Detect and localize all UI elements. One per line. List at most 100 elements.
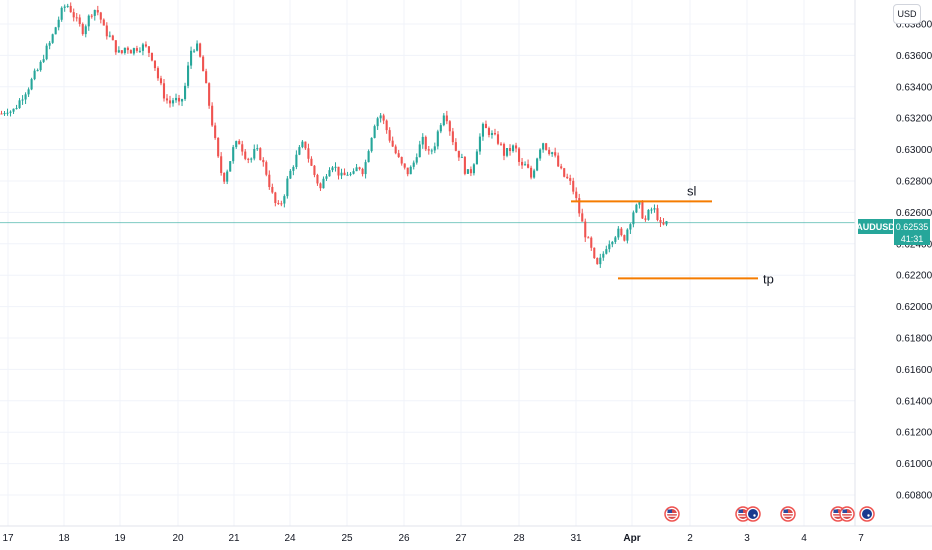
candle[interactable] [641,200,644,219]
candle[interactable] [406,167,409,177]
candle[interactable] [527,159,530,169]
us-flag-icon[interactable] [664,506,680,522]
candle[interactable] [373,124,376,139]
candle[interactable] [247,157,250,164]
candle[interactable] [518,147,521,166]
candle[interactable] [325,173,328,181]
au-flag-icon[interactable] [859,506,875,522]
candle[interactable] [199,42,202,58]
candle[interactable] [132,47,135,56]
candle[interactable] [126,46,129,54]
candle[interactable] [554,147,557,158]
candle[interactable] [313,165,316,178]
candle[interactable] [530,165,533,180]
candle[interactable] [54,26,57,35]
candle[interactable] [108,31,111,38]
candle[interactable] [156,66,160,81]
candle[interactable] [241,140,244,156]
candle[interactable] [162,79,166,102]
candle[interactable] [171,97,175,107]
candle[interactable] [427,145,430,155]
candle[interactable] [117,46,120,54]
candle[interactable] [138,47,141,53]
candle[interactable] [418,140,421,158]
candle[interactable] [334,162,337,172]
candle[interactable] [424,135,427,152]
candle[interactable] [536,157,539,172]
candle[interactable] [45,43,48,61]
candle[interactable] [111,34,114,41]
candle[interactable] [250,157,253,163]
candle[interactable] [608,240,611,253]
candle[interactable] [421,133,424,149]
candle[interactable] [481,122,484,141]
candle[interactable] [337,166,340,180]
candle[interactable] [184,82,187,101]
candle[interactable] [66,3,69,8]
candle[interactable] [235,140,238,150]
candle[interactable] [244,149,247,161]
candle[interactable] [295,150,298,170]
candle[interactable] [478,133,481,155]
candle[interactable] [174,93,178,103]
candle[interactable] [436,129,439,150]
candle[interactable] [328,167,331,177]
candle[interactable] [508,144,512,156]
candle[interactable] [63,4,66,12]
candle[interactable] [90,14,93,19]
candle[interactable] [319,182,322,191]
candle[interactable] [238,139,241,145]
candle[interactable] [397,149,400,158]
candle[interactable] [343,168,346,176]
candle[interactable] [448,120,451,136]
candle[interactable] [370,137,373,153]
candle[interactable] [614,235,617,244]
candle[interactable] [590,236,593,251]
candle[interactable] [587,236,590,239]
candle[interactable] [548,147,551,156]
candle[interactable] [129,49,132,54]
candle[interactable] [593,247,596,260]
candle[interactable] [211,102,214,127]
candle[interactable] [253,144,256,161]
candle[interactable] [490,130,494,139]
candle[interactable] [69,2,72,13]
candle[interactable] [280,200,283,207]
candle[interactable] [484,120,488,129]
candle[interactable] [316,173,319,186]
candle[interactable] [214,122,217,140]
candle[interactable] [493,128,497,136]
candle[interactable] [400,156,403,166]
candle[interactable] [87,14,90,31]
candle[interactable] [445,110,448,125]
candle[interactable] [454,138,457,152]
candle[interactable] [391,136,394,148]
candle[interactable] [415,153,418,165]
candle[interactable] [533,168,536,179]
candle[interactable] [123,47,126,55]
candle[interactable] [521,158,524,169]
candle[interactable] [265,160,268,177]
candle[interactable] [75,12,78,22]
candle[interactable] [623,234,626,242]
candle[interactable] [153,60,157,71]
candle[interactable] [581,208,584,222]
candle[interactable] [650,207,653,214]
candle[interactable] [638,201,641,209]
candle[interactable] [596,257,599,265]
candle[interactable] [569,174,572,186]
candle[interactable] [51,33,54,44]
candle[interactable] [647,209,650,221]
candle[interactable] [24,92,27,105]
candle[interactable] [36,68,39,72]
candle[interactable] [511,144,515,153]
candle[interactable] [57,16,60,31]
candle[interactable] [268,170,271,190]
candle[interactable] [292,165,295,176]
candle[interactable] [147,45,150,58]
candle[interactable] [551,151,554,157]
candle[interactable] [475,149,478,165]
candle[interactable] [388,127,391,143]
candle[interactable] [463,156,466,176]
candle[interactable] [635,203,638,214]
